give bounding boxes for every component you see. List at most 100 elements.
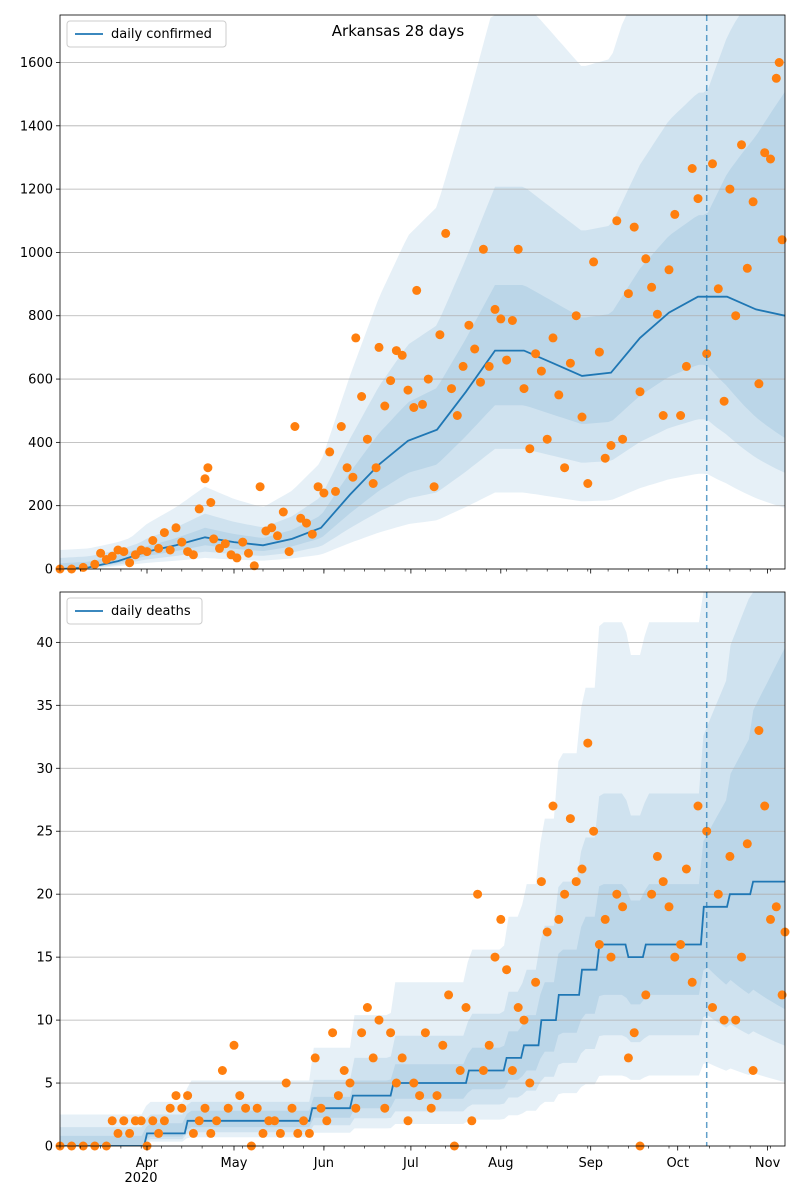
observed-point: [159, 1116, 169, 1126]
observed-point: [687, 977, 697, 987]
observed-point: [177, 537, 187, 547]
confirmed-uncertainty-bands: [60, 15, 785, 569]
observed-point: [702, 826, 712, 836]
observed-point: [594, 940, 604, 949]
observed-point: [273, 531, 282, 541]
deaths-model-line: [60, 880, 785, 1146]
observed-point: [177, 1103, 187, 1113]
observed-point: [670, 952, 680, 962]
observed-point: [760, 801, 770, 811]
observed-point: [96, 548, 106, 558]
observed-point: [519, 1015, 529, 1025]
observed-point: [423, 374, 433, 384]
observed-point: [594, 347, 604, 357]
observed-point: [188, 550, 198, 560]
x-tick-label: Nov: [755, 1156, 781, 1171]
confirmed-y-ticks: 0 200 400 600 800 1000 1200 1400 1600: [20, 56, 60, 578]
observed-point: [687, 164, 697, 173]
observed-point: [241, 1103, 251, 1113]
observed-point: [467, 1116, 477, 1126]
confirmed-axes-frame: [59, 14, 786, 570]
observed-point: [293, 1128, 303, 1138]
x-axis-year-label: 2020: [124, 1171, 157, 1186]
observed-point: [244, 548, 253, 558]
observed-point: [310, 1053, 320, 1063]
x-tick-label: Jul: [402, 1156, 419, 1171]
observed-point: [577, 864, 587, 874]
observed-point: [339, 1066, 349, 1075]
observed-point: [737, 140, 746, 150]
observed-point: [374, 342, 384, 352]
observed-point: [600, 453, 610, 463]
observed-point: [342, 463, 352, 473]
observed-point: [771, 73, 781, 83]
observed-point: [548, 333, 558, 343]
observed-point: [464, 320, 474, 330]
observed-point: [119, 547, 129, 557]
observed-point: [319, 488, 329, 498]
observed-point: [113, 1128, 123, 1138]
observed-point: [496, 314, 506, 324]
observed-point: [536, 877, 546, 887]
deaths-panel: 0 5 10 15 20 25 30 35 40 Apr May Jun Jul Aug Sep Oct No…: [36, 591, 790, 1186]
observed-point: [708, 159, 717, 169]
observed-point: [606, 952, 616, 962]
chart-title: Arkansas 28 days: [332, 22, 465, 40]
x-tick-label: Sep: [578, 1156, 603, 1171]
observed-point: [708, 1003, 717, 1012]
observed-point: [525, 1078, 535, 1088]
observed-point: [220, 539, 230, 549]
observed-point: [612, 889, 622, 899]
uncertainty-band: [60, 15, 785, 569]
observed-point: [307, 529, 317, 539]
observed-point: [333, 1091, 343, 1101]
observed-point: [777, 990, 787, 1000]
observed-point: [719, 396, 729, 406]
observed-point: [641, 254, 651, 264]
observed-point: [287, 1103, 297, 1113]
observed-point: [397, 1053, 407, 1063]
x-tick-label: Oct: [666, 1156, 688, 1171]
observed-point: [368, 1053, 378, 1063]
observed-point: [148, 1116, 158, 1126]
observed-point: [742, 839, 752, 849]
observed-point: [304, 1128, 314, 1138]
observed-point: [345, 1078, 355, 1088]
axes-frame: [59, 14, 786, 570]
observed-point: [107, 551, 117, 561]
axes-frame: [59, 591, 786, 1147]
deaths-uncertainty-bands: [60, 592, 785, 1146]
observed-point: [374, 1015, 384, 1025]
observed-point: [777, 235, 787, 245]
observed-point: [725, 851, 735, 861]
observed-point: [731, 311, 741, 321]
y-tick-label: 1000: [20, 246, 53, 261]
observed-point: [302, 518, 311, 528]
observed-point: [125, 1128, 135, 1138]
observed-point: [455, 1066, 465, 1075]
observed-point: [418, 399, 427, 409]
observed-point: [235, 1091, 245, 1101]
observed-point: [441, 228, 451, 238]
observed-point: [232, 553, 242, 563]
observed-point: [351, 1103, 361, 1113]
uncertainty-band: [60, 592, 785, 1146]
observed-point: [357, 1028, 367, 1038]
deaths-observed-points: [55, 726, 790, 1151]
observed-point: [255, 482, 265, 492]
legend-label-deaths: daily deaths: [111, 604, 191, 619]
observed-point: [452, 411, 462, 420]
observed-point: [681, 361, 691, 371]
observed-point: [502, 355, 512, 365]
observed-point: [470, 344, 480, 354]
observed-point: [229, 1040, 239, 1050]
observed-point: [490, 952, 500, 962]
observed-point: [513, 244, 523, 254]
observed-point: [719, 1015, 729, 1025]
observed-point: [766, 154, 775, 164]
observed-point: [565, 358, 575, 368]
deaths-legend: daily deaths: [66, 597, 203, 625]
observed-point: [725, 184, 735, 194]
observed-point: [571, 311, 581, 321]
observed-point: [496, 914, 506, 924]
